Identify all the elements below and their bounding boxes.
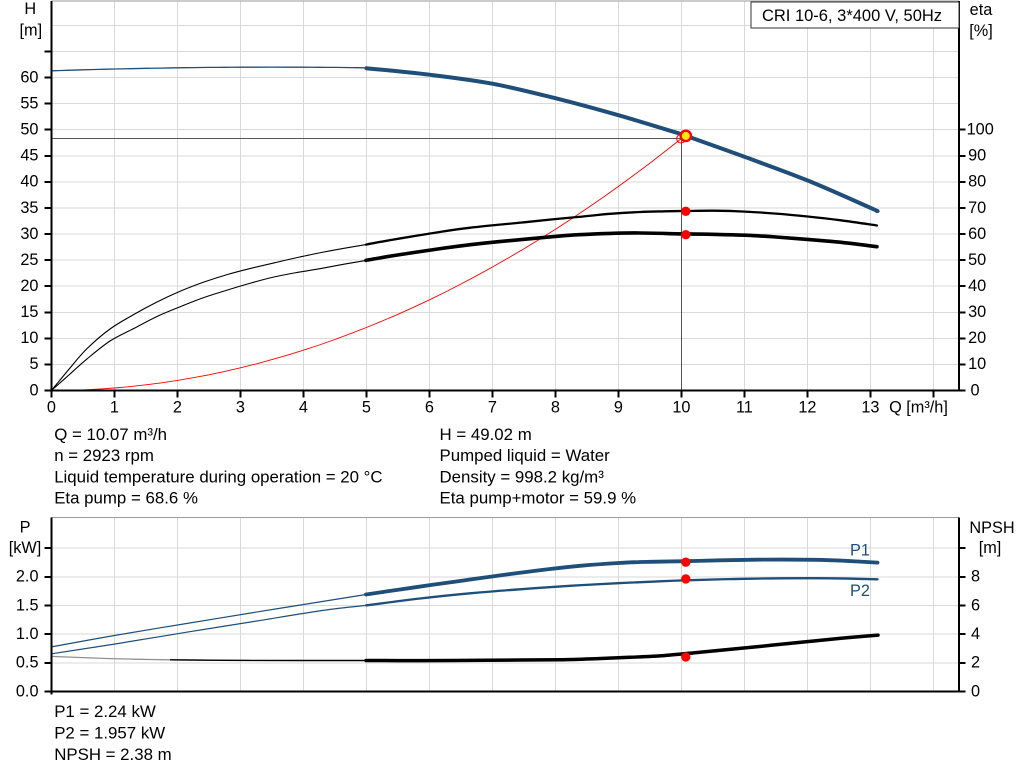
- svg-text:10: 10: [20, 329, 38, 347]
- svg-text:0: 0: [29, 381, 38, 399]
- svg-text:Density = 998.2 kg/m³: Density = 998.2 kg/m³: [440, 467, 605, 486]
- svg-text:Eta pump+motor = 59.9 %: Eta pump+motor = 59.9 %: [440, 489, 637, 508]
- svg-text:30: 30: [968, 303, 986, 321]
- svg-text:9: 9: [614, 398, 623, 416]
- svg-text:Q [m³/h]: Q [m³/h]: [889, 398, 948, 416]
- svg-text:6: 6: [971, 596, 980, 614]
- svg-text:n = 2923 rpm: n = 2923 rpm: [54, 446, 154, 465]
- svg-text:P1 = 2.24 kW: P1 = 2.24 kW: [54, 702, 156, 721]
- svg-text:P2 = 1.957 kW: P2 = 1.957 kW: [54, 724, 165, 743]
- svg-text:NPSH = 2.38 m: NPSH = 2.38 m: [54, 745, 172, 764]
- svg-text:45: 45: [20, 147, 38, 165]
- svg-text:Pumped liquid = Water: Pumped liquid = Water: [440, 446, 611, 465]
- svg-text:25: 25: [20, 251, 38, 269]
- svg-text:20: 20: [968, 329, 986, 347]
- svg-text:55: 55: [20, 95, 38, 113]
- svg-text:0.5: 0.5: [16, 654, 39, 672]
- svg-text:7: 7: [488, 398, 497, 416]
- svg-text:0: 0: [47, 398, 56, 416]
- svg-text:10: 10: [968, 355, 986, 373]
- svg-text:P: P: [20, 519, 31, 537]
- svg-text:90: 90: [968, 147, 986, 165]
- svg-text:P1: P1: [850, 541, 870, 559]
- svg-text:13: 13: [861, 398, 879, 416]
- svg-text:NPSH: NPSH: [969, 519, 1014, 537]
- svg-text:6: 6: [425, 398, 434, 416]
- svg-text:4: 4: [299, 398, 308, 416]
- svg-text:Q = 10.07 m³/h: Q = 10.07 m³/h: [54, 425, 167, 444]
- svg-text:1.5: 1.5: [16, 596, 39, 614]
- svg-text:0: 0: [970, 381, 979, 399]
- svg-text:70: 70: [968, 199, 986, 217]
- svg-text:2: 2: [971, 654, 980, 672]
- svg-text:5: 5: [29, 355, 38, 373]
- svg-text:5: 5: [362, 398, 371, 416]
- svg-text:60: 60: [20, 68, 38, 86]
- svg-text:10: 10: [672, 398, 690, 416]
- svg-text:50: 50: [20, 121, 38, 139]
- svg-text:Liquid temperature during oper: Liquid temperature during operation = 20…: [54, 467, 382, 486]
- svg-text:8: 8: [551, 398, 560, 416]
- svg-text:40: 40: [20, 173, 38, 191]
- svg-text:60: 60: [968, 225, 986, 243]
- svg-text:30: 30: [20, 225, 38, 243]
- svg-text:Eta pump = 68.6 %: Eta pump = 68.6 %: [54, 489, 198, 508]
- svg-text:11: 11: [736, 398, 753, 416]
- svg-text:100: 100: [967, 121, 994, 139]
- svg-text:20: 20: [20, 277, 38, 295]
- svg-text:P2: P2: [850, 582, 870, 600]
- svg-text:80: 80: [968, 173, 986, 191]
- svg-text:[m]: [m]: [19, 21, 42, 39]
- svg-text:4: 4: [971, 625, 980, 643]
- svg-text:2.0: 2.0: [16, 568, 39, 586]
- svg-text:35: 35: [20, 199, 38, 217]
- svg-text:1.0: 1.0: [16, 625, 39, 643]
- svg-text:2: 2: [173, 398, 182, 416]
- svg-text:[kW]: [kW]: [9, 539, 42, 557]
- svg-text:H: H: [24, 0, 36, 18]
- svg-text:12: 12: [798, 398, 816, 416]
- svg-text:H = 49.02 m: H = 49.02 m: [440, 425, 532, 444]
- svg-text:8: 8: [971, 568, 980, 586]
- svg-text:eta: eta: [970, 1, 994, 19]
- svg-text:1: 1: [110, 398, 119, 416]
- svg-text:CRI 10-6, 3*400 V, 50Hz: CRI 10-6, 3*400 V, 50Hz: [762, 7, 942, 25]
- svg-text:3: 3: [236, 398, 245, 416]
- svg-text:50: 50: [968, 251, 986, 269]
- svg-text:15: 15: [20, 303, 38, 321]
- svg-text:0.0: 0.0: [16, 682, 39, 700]
- svg-text:0: 0: [971, 682, 980, 700]
- svg-text:[%]: [%]: [969, 22, 993, 40]
- svg-text:[m]: [m]: [979, 539, 1002, 557]
- svg-text:40: 40: [968, 277, 986, 295]
